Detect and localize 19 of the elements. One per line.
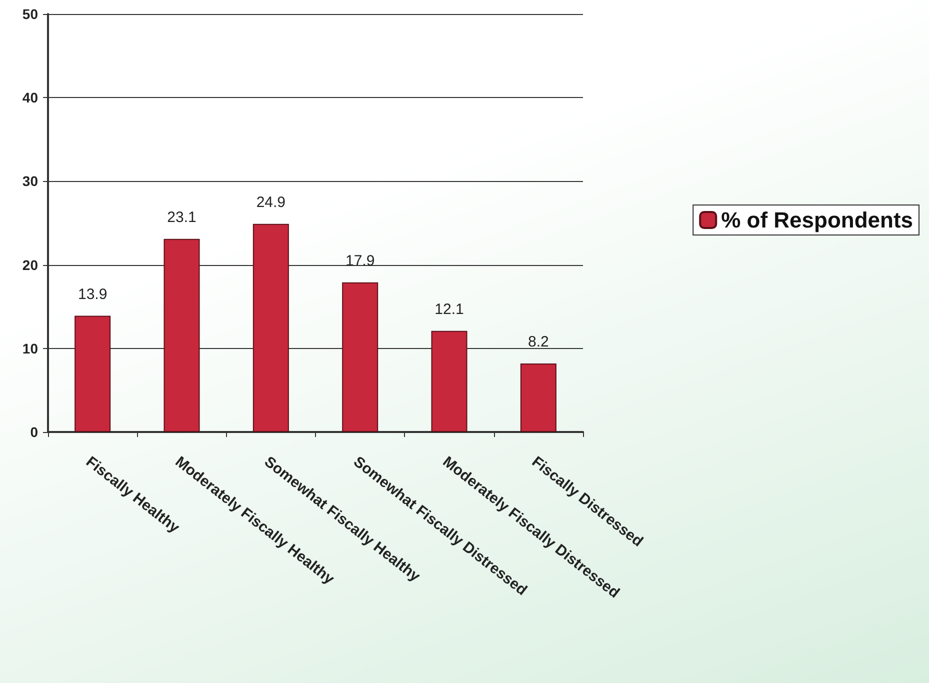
y-tick-label: 0	[30, 424, 38, 440]
bar	[520, 363, 556, 432]
y-tick-label: 50	[22, 6, 38, 22]
data-label: 12.1	[434, 300, 464, 318]
y-tick-label: 20	[22, 256, 38, 273]
y-tick-label: 30	[22, 173, 38, 190]
bar	[252, 224, 289, 432]
y-tick-label: 10	[22, 340, 38, 356]
y-tick-label: 40	[22, 90, 38, 106]
data-label: 24.9	[256, 194, 286, 211]
data-label: 13.9	[78, 286, 108, 303]
data-label: 8.2	[528, 333, 549, 350]
bar	[342, 282, 378, 432]
bar	[431, 330, 468, 432]
data-label: 23.1	[167, 208, 196, 226]
bar	[74, 316, 111, 432]
bar	[164, 238, 200, 432]
legend-label: % of Respondents	[721, 208, 914, 232]
data-label: 17.9	[345, 252, 375, 270]
